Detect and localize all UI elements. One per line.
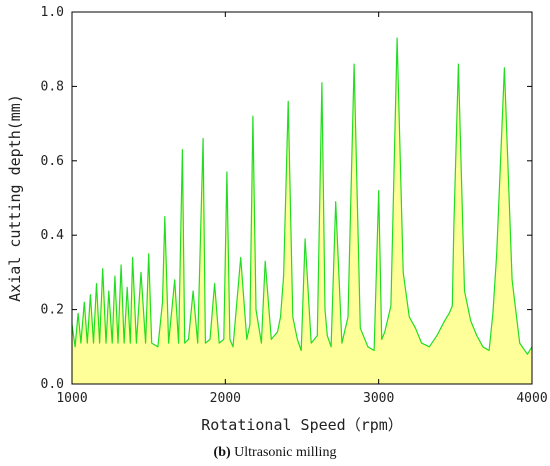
y-axis-title: Axial cutting depth(mm)	[6, 94, 24, 302]
caption-text: Ultrasonic milling	[230, 445, 337, 460]
figure-caption: (b) Ultrasonic milling	[0, 445, 550, 461]
stability-area	[72, 38, 532, 384]
stability-lobe-line	[71, 37, 533, 355]
y-tick-label: 0.4	[41, 228, 65, 243]
y-tick-label: 0.8	[41, 79, 64, 94]
x-tick-label: 2000	[210, 391, 241, 406]
x-tick-label: 4000	[516, 391, 547, 406]
caption-label: (b)	[213, 445, 231, 460]
x-axis-title: Rotational Speed（rpm）	[201, 416, 403, 434]
x-tick-label: 3000	[363, 391, 394, 406]
y-tick-label: 1.0	[41, 5, 64, 20]
y-tick-label: 0.6	[41, 154, 64, 169]
plot-frame	[71, 11, 533, 385]
x-tick-label: 1000	[56, 391, 87, 406]
y-tick-label: 0.2	[41, 303, 64, 318]
y-tick-label: 0.0	[41, 377, 64, 392]
chart: 1000 2000 3000 4000 0.0 0.2 0.4 0.6 0.8 1.0 Rotat…	[6, 5, 548, 434]
